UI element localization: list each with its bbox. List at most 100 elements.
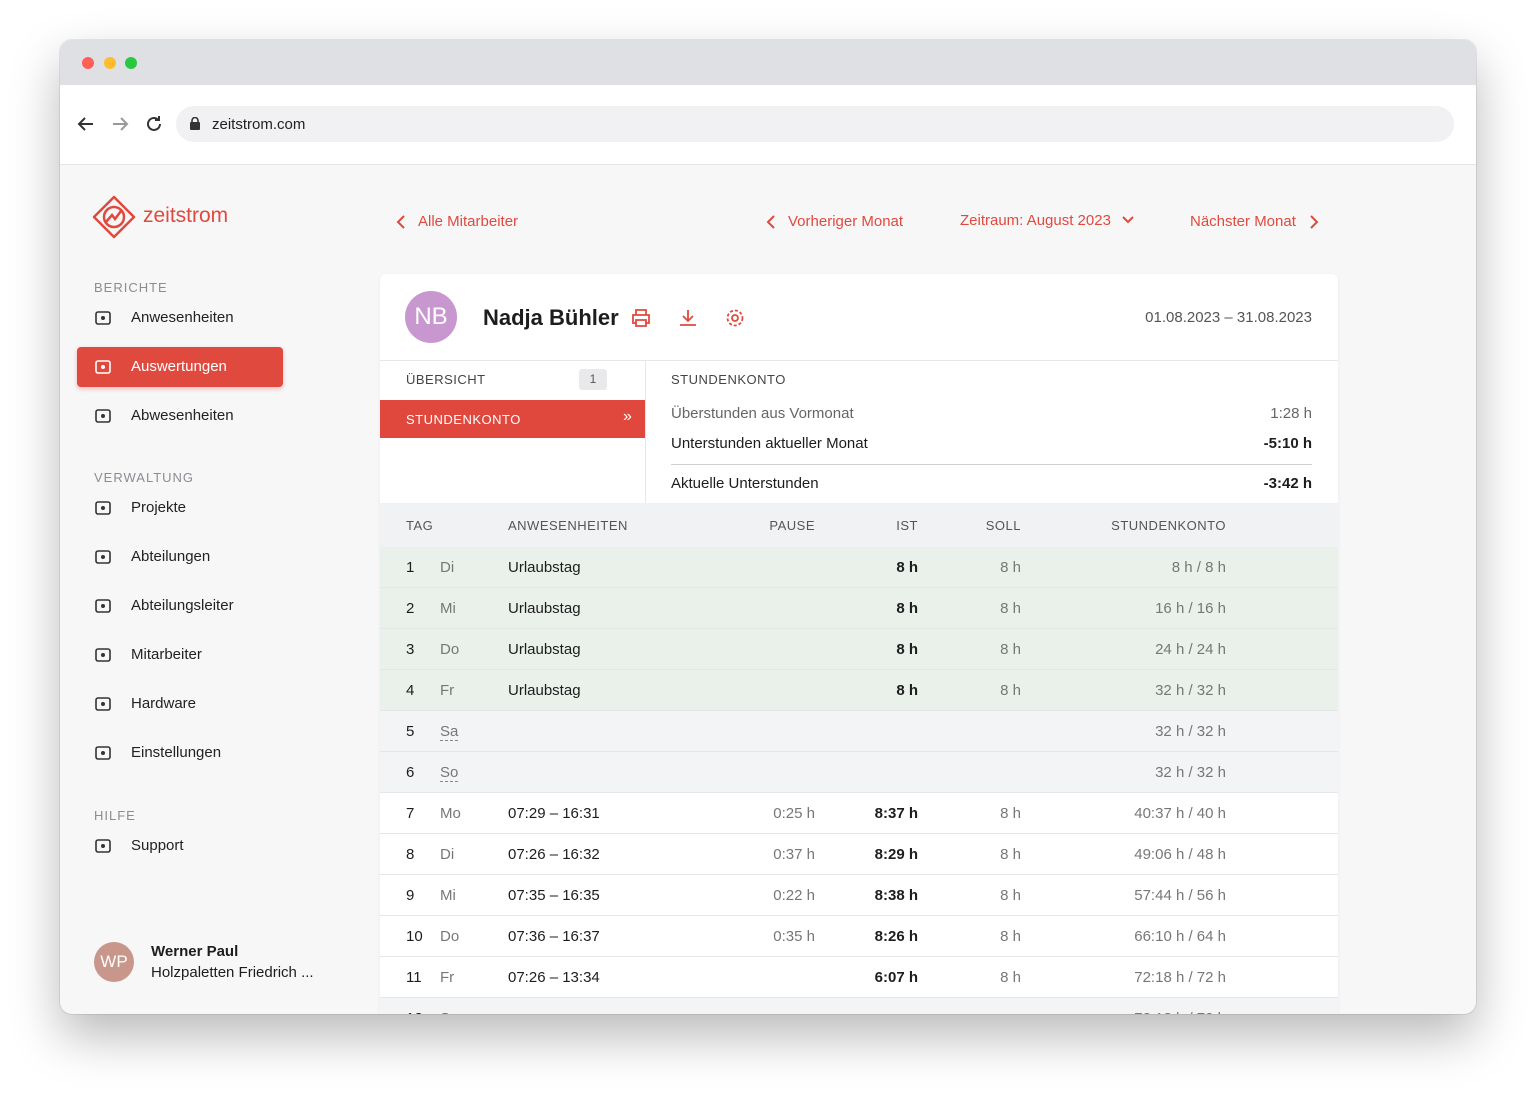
date-range: 01.08.2023 – 31.08.2023: [1145, 309, 1312, 326]
period-select[interactable]: Zeitraum: August 2023: [960, 212, 1111, 229]
target: 8 h: [1000, 846, 1021, 863]
close-button[interactable]: [82, 57, 94, 69]
maximize-button[interactable]: [125, 57, 137, 69]
reload-button[interactable]: [144, 114, 164, 134]
weekday: Fr: [440, 682, 455, 699]
attendance: Urlaubstag: [508, 641, 581, 658]
weekday: Sa: [440, 723, 459, 741]
table-row[interactable]: 5 Sa 32 h / 32 h: [380, 711, 1338, 752]
table-row[interactable]: 9 Mi 07:35 – 16:35 0:22 h 8:38 h 8 h 57:44 h /…: [380, 875, 1338, 916]
nav-item[interactable]: Einstellungen: [77, 733, 283, 773]
chevron-right: [1310, 215, 1319, 229]
day: 11: [406, 969, 422, 986]
settings-button[interactable]: [725, 308, 745, 328]
nav-item[interactable]: Mitarbeiter: [77, 635, 283, 675]
table-row[interactable]: 4 Fr Urlaubstag 8 h 8 h 32 h / 32 h: [380, 670, 1338, 711]
target: 8 h: [1000, 887, 1021, 904]
actual: 6:07 h: [874, 969, 918, 986]
balance: 8 h / 8 h: [1171, 559, 1226, 576]
balance: 32 h / 32 h: [1155, 764, 1226, 781]
forward-button[interactable]: [110, 114, 130, 134]
column-header: PAUSE: [769, 518, 815, 533]
weekday: Sa: [440, 1010, 458, 1014]
tab-badge: 1: [579, 369, 607, 390]
employee-name: Nadja Bühler: [483, 305, 619, 330]
attendance: 07:26 – 16:32: [508, 846, 600, 863]
table-header: TAG ANWESENHEITEN PAUSE IST SOLL STUNDENKONTO: [380, 503, 1338, 547]
attendance: Urlaubstag: [508, 600, 581, 617]
nav-item[interactable]: Projekte: [77, 488, 283, 528]
back-link[interactable]: Alle Mitarbeiter: [418, 213, 519, 230]
nav-icon: [95, 599, 111, 613]
nav-icon: [95, 360, 111, 374]
account-label: Aktuelle Unterstunden: [671, 475, 819, 492]
nav-item[interactable]: Abteilungen: [77, 537, 283, 577]
balance: 72:18 h / 72 h: [1134, 1010, 1226, 1014]
balance: 32 h / 32 h: [1155, 682, 1226, 699]
attendance: 07:35 – 16:35: [508, 887, 600, 904]
account-value: -5:10 h: [1263, 435, 1312, 452]
nav-item[interactable]: Hardware: [77, 684, 283, 724]
nav-label: Projekte: [131, 499, 187, 516]
nav-item[interactable]: Auswertungen: [77, 347, 283, 387]
nav-label: Abwesenheiten: [131, 407, 234, 424]
url-field[interactable]: zeitstrom.com: [176, 106, 1454, 142]
weekday: Do: [440, 641, 460, 658]
balance: 32 h / 32 h: [1155, 723, 1226, 740]
nav-icon: [95, 746, 111, 760]
table-row[interactable]: 12 Sa 72:18 h / 72 h: [380, 998, 1338, 1014]
day: 1: [406, 559, 415, 576]
break: 0:22 h: [773, 887, 815, 904]
account-value: -3:42 h: [1263, 475, 1312, 492]
nav-item[interactable]: Abwesenheiten: [77, 396, 283, 436]
title-bar: [60, 40, 1476, 85]
table-row[interactable]: 2 Mi Urlaubstag 8 h 8 h 16 h / 16 h: [380, 588, 1338, 629]
target: 8 h: [1000, 969, 1021, 986]
table-row[interactable]: 11 Fr 07:26 – 13:34 6:07 h 8 h 72:18 h / 72 h: [380, 957, 1338, 998]
lock-icon: [190, 117, 200, 130]
prev-month[interactable]: Vorheriger Monat: [788, 213, 904, 230]
tab[interactable]: STUNDENKONTO »: [380, 400, 645, 438]
tab[interactable]: ÜBERSICHT 1: [380, 360, 645, 400]
actual: 8:29 h: [874, 846, 918, 863]
table-row[interactable]: 8 Di 07:26 – 16:32 0:37 h 8:29 h 8 h 49:06 h /…: [380, 834, 1338, 875]
nav-icon: [95, 311, 111, 325]
next-month[interactable]: Nächster Monat: [1190, 213, 1296, 230]
minimize-button[interactable]: [104, 57, 116, 69]
table-row[interactable]: 1 Di Urlaubstag 8 h 8 h 8 h / 8 h: [380, 547, 1338, 588]
account-title: STUNDENKONTO: [671, 372, 786, 387]
nav-item[interactable]: Anwesenheiten: [77, 298, 283, 338]
account-label: Unterstunden aktueller Monat: [671, 435, 868, 452]
day: 5: [406, 723, 415, 740]
nav-item[interactable]: Abteilungsleiter: [77, 586, 283, 626]
table-row[interactable]: 10 Do 07:36 – 16:37 0:35 h 8:26 h 8 h 66:10 h …: [380, 916, 1338, 957]
table-row[interactable]: 3 Do Urlaubstag 8 h 8 h 24 h / 24 h: [380, 629, 1338, 670]
download-button[interactable]: [678, 308, 698, 328]
browser-window: zeitstrom.com zeitstrom BERICHTE Anwesenh…: [60, 40, 1476, 1014]
section-title: BERICHTE: [94, 280, 168, 295]
balance: 24 h / 24 h: [1155, 641, 1226, 658]
back-button[interactable]: [76, 114, 96, 134]
nav-item[interactable]: Support: [77, 826, 283, 866]
attendance: Urlaubstag: [508, 559, 581, 576]
weekday: Do: [440, 928, 460, 945]
break: 0:35 h: [773, 928, 815, 945]
nav-icon: [95, 648, 111, 662]
balance: 16 h / 16 h: [1155, 600, 1226, 617]
actual: 8:26 h: [874, 928, 918, 945]
brand[interactable]: zeitstrom: [143, 204, 229, 227]
logo-icon: [92, 195, 136, 239]
table-row[interactable]: 7 Mo 07:29 – 16:31 0:25 h 8:37 h 8 h 40:37 h /…: [380, 793, 1338, 834]
user-name: Werner Paul: [151, 943, 239, 960]
tab-label: ÜBERSICHT: [406, 372, 486, 387]
address-bar: zeitstrom.com: [60, 85, 1476, 165]
weekday: Mi: [440, 600, 456, 617]
table-row[interactable]: 6 So 32 h / 32 h: [380, 752, 1338, 793]
divider: [380, 360, 1338, 361]
actual: 8:37 h: [874, 805, 918, 822]
day: 8: [406, 846, 415, 863]
user-avatar[interactable]: WP: [94, 942, 134, 982]
print-button[interactable]: [631, 308, 651, 328]
